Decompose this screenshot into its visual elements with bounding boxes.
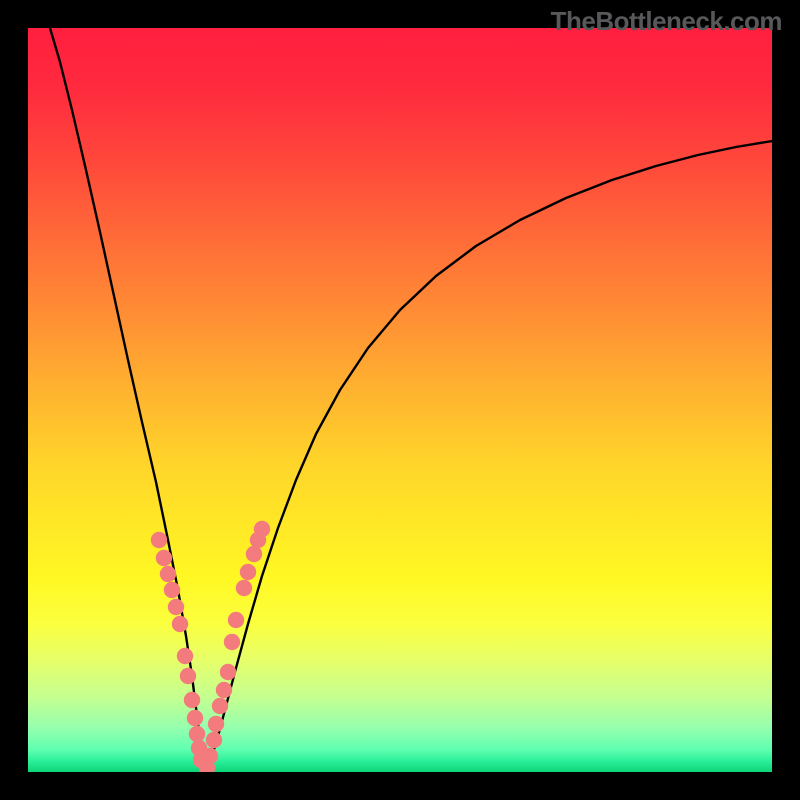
scatter-point bbox=[206, 732, 222, 748]
scatter-point bbox=[224, 634, 240, 650]
scatter-point bbox=[156, 550, 172, 566]
chart-frame: TheBottleneck.com bbox=[0, 0, 800, 800]
scatter-point bbox=[164, 582, 180, 598]
scatter-point bbox=[208, 716, 224, 732]
scatter-point bbox=[212, 698, 228, 714]
scatter-point bbox=[189, 726, 205, 742]
chart-curve bbox=[206, 141, 772, 772]
chart-svg bbox=[0, 0, 800, 800]
scatter-point bbox=[151, 532, 167, 548]
scatter-point bbox=[240, 564, 256, 580]
scatter-point bbox=[236, 580, 252, 596]
scatter-point bbox=[228, 612, 244, 628]
watermark-text: TheBottleneck.com bbox=[551, 6, 782, 37]
scatter-point bbox=[246, 546, 262, 562]
scatter-point bbox=[220, 664, 236, 680]
scatter-point bbox=[202, 748, 218, 764]
scatter-point bbox=[187, 710, 203, 726]
scatter-point bbox=[180, 668, 196, 684]
scatter-point bbox=[184, 692, 200, 708]
scatter-point bbox=[177, 648, 193, 664]
scatter-point bbox=[168, 599, 184, 615]
scatter-point bbox=[216, 682, 232, 698]
scatter-point bbox=[254, 521, 270, 537]
scatter-point bbox=[160, 566, 176, 582]
scatter-point bbox=[172, 616, 188, 632]
